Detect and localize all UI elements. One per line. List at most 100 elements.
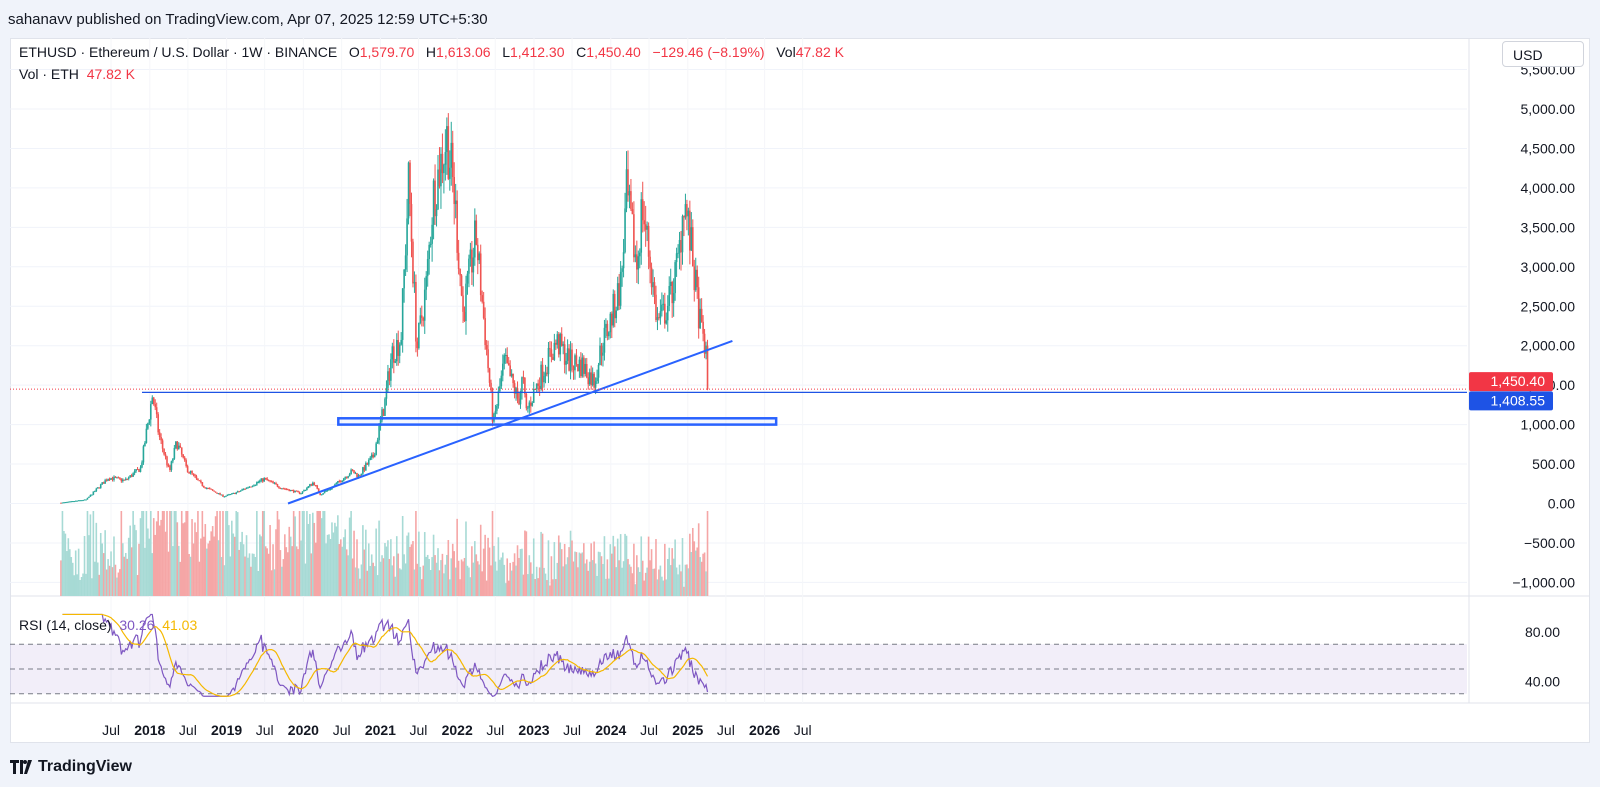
volume-bar bbox=[356, 539, 358, 596]
candle-body bbox=[575, 355, 578, 365]
volume-bar bbox=[684, 564, 687, 596]
candle-body bbox=[124, 478, 127, 480]
volume-bar bbox=[560, 549, 563, 596]
candle-body bbox=[398, 344, 401, 356]
candle-body bbox=[418, 322, 420, 349]
rsi-tick-label: 40.00 bbox=[1525, 673, 1560, 689]
rsi-line bbox=[62, 613, 709, 697]
volume-bar bbox=[314, 542, 317, 596]
volume-bar bbox=[204, 524, 207, 596]
volume-bar bbox=[316, 511, 319, 596]
volume-bar bbox=[540, 531, 542, 596]
currency-button[interactable]: USD bbox=[1502, 41, 1584, 67]
volume-bar bbox=[130, 547, 133, 596]
volume-bar bbox=[398, 568, 401, 596]
volume-bar bbox=[94, 561, 96, 596]
candle-body bbox=[644, 224, 647, 230]
volume-bar bbox=[251, 553, 254, 596]
volume-bar bbox=[119, 569, 121, 596]
candle-body bbox=[69, 501, 71, 503]
volume-bar bbox=[239, 541, 242, 596]
volume-bar bbox=[565, 564, 567, 596]
volume-bar bbox=[332, 532, 335, 596]
candle-body bbox=[175, 441, 177, 448]
volume-bar bbox=[689, 533, 691, 596]
volume-bar bbox=[89, 514, 92, 596]
volume-bar bbox=[410, 544, 413, 596]
candle-body bbox=[83, 499, 86, 501]
tradingview-logo[interactable]: TradingView bbox=[10, 758, 132, 776]
candle-body bbox=[599, 345, 601, 365]
volume-bar bbox=[74, 550, 77, 596]
candle-body bbox=[662, 303, 665, 305]
volume-bar bbox=[223, 565, 226, 596]
volume-bar bbox=[210, 531, 212, 596]
candle-body bbox=[401, 288, 404, 340]
volume-bar bbox=[572, 561, 575, 596]
volume-bar bbox=[163, 511, 165, 596]
open-label: O bbox=[348, 44, 360, 60]
candle-body bbox=[301, 491, 304, 494]
candle-body bbox=[80, 500, 83, 502]
volume-bar bbox=[341, 546, 344, 596]
candle-body bbox=[509, 365, 511, 377]
candle-body bbox=[309, 484, 311, 487]
candle-body bbox=[185, 460, 187, 467]
candle-body bbox=[342, 478, 345, 481]
candle-body bbox=[503, 355, 506, 364]
candle-body bbox=[376, 440, 379, 444]
volume-bar bbox=[385, 546, 388, 596]
volume-bar bbox=[578, 552, 581, 596]
candle-body bbox=[267, 480, 270, 482]
candle-body bbox=[440, 153, 442, 187]
candle-body bbox=[593, 373, 595, 388]
volume-bar bbox=[228, 525, 230, 596]
candle-body bbox=[689, 210, 691, 251]
volume-bar bbox=[257, 570, 260, 596]
volume-bar bbox=[552, 579, 554, 596]
volume-bar bbox=[633, 543, 635, 596]
candle-body bbox=[113, 476, 115, 480]
candle-body bbox=[641, 199, 644, 221]
candle-body bbox=[584, 364, 587, 374]
vol-value: 47.82 K bbox=[795, 44, 844, 60]
volume-bar bbox=[494, 561, 497, 596]
volume-bar bbox=[451, 543, 454, 596]
chart-panel[interactable] bbox=[10, 38, 1590, 743]
volume-bar bbox=[180, 511, 183, 596]
candle-body bbox=[61, 502, 64, 504]
candle-body bbox=[273, 482, 276, 484]
candle-body bbox=[431, 224, 433, 244]
candle-body bbox=[518, 398, 520, 405]
candle-body bbox=[211, 489, 214, 491]
candle-body bbox=[85, 499, 87, 501]
last-price-tag-label: 1,450.40 bbox=[1491, 373, 1546, 389]
volume-bar bbox=[563, 543, 566, 596]
volume-bar bbox=[697, 523, 700, 596]
candle-body bbox=[636, 254, 638, 270]
candle-body bbox=[110, 477, 112, 480]
volume-bar bbox=[656, 579, 659, 596]
candle-body bbox=[92, 491, 95, 495]
volume-bar bbox=[394, 576, 397, 596]
volume-bar bbox=[496, 570, 498, 596]
volume-bar bbox=[446, 554, 448, 596]
volume-bar bbox=[403, 554, 405, 596]
volume-bar bbox=[387, 540, 389, 596]
volume-bar bbox=[504, 583, 507, 596]
candle-body bbox=[378, 425, 380, 441]
volume-bar bbox=[164, 531, 167, 596]
candle-body bbox=[550, 349, 553, 358]
volume-bar bbox=[699, 557, 701, 596]
candle-body bbox=[610, 313, 613, 326]
volume-bar bbox=[395, 536, 398, 596]
candle-body bbox=[260, 478, 263, 481]
candle-body bbox=[706, 345, 709, 390]
candle-body bbox=[544, 372, 547, 376]
candle-body bbox=[155, 407, 158, 415]
candle-body bbox=[180, 447, 183, 455]
volume-bar bbox=[272, 544, 274, 596]
candle-body bbox=[194, 474, 196, 477]
volume-bar bbox=[516, 545, 519, 596]
